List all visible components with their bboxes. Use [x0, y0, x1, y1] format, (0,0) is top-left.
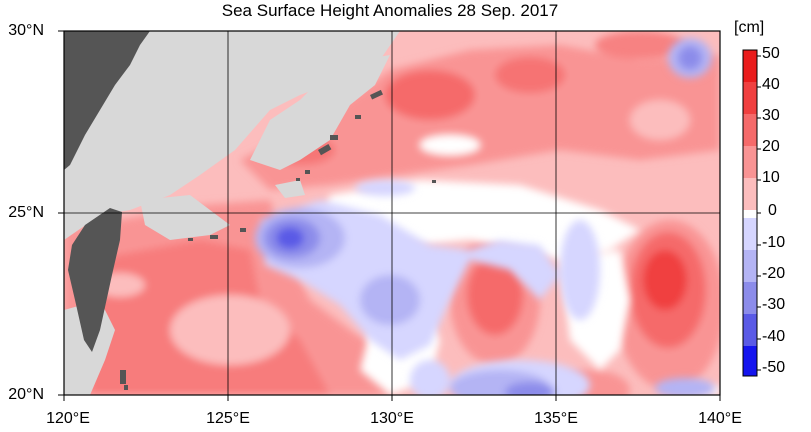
colorbar-label: 30	[762, 107, 780, 124]
china-coast	[64, 31, 150, 170]
colorbar-label: -30	[762, 296, 786, 313]
colorbar-label: -20	[762, 265, 786, 282]
colorbar-label: 50	[762, 45, 780, 62]
lat-label-30n: 30°N	[8, 22, 44, 39]
colorbar-label: 20	[762, 138, 780, 155]
ryukyu-shelf	[250, 55, 390, 170]
colorbar-label: -50	[762, 359, 786, 376]
colorbar-label: -40	[762, 328, 786, 345]
axis-ticks	[58, 30, 721, 401]
lon-label-130e: 130°E	[370, 410, 414, 427]
graticule	[64, 31, 720, 395]
ryukyu-islands	[120, 89, 436, 390]
colorbar-unit: [cm]	[734, 19, 765, 36]
lon-label-135e: 135°E	[534, 410, 578, 427]
lon-label-125e: 125°E	[206, 410, 250, 427]
map-field	[64, 31, 720, 395]
no-data-region	[140, 195, 230, 240]
lat-label-25n: 25°N	[8, 204, 44, 221]
colorbar-label: 40	[762, 76, 780, 93]
lat-label-20n: 20°N	[8, 386, 44, 403]
lon-label-140e: 140°E	[698, 410, 742, 427]
taiwan-island	[68, 208, 122, 352]
land-mask	[64, 31, 400, 240]
lon-label-120e: 120°E	[46, 410, 90, 427]
colorbar-label: 10	[762, 169, 780, 186]
colorbar-label: 0	[768, 202, 777, 219]
colorbar-label: -10	[762, 234, 786, 251]
map-title: Sea Surface Height Anomalies 28 Sep. 201…	[221, 1, 559, 20]
colorbar	[742, 49, 761, 377]
